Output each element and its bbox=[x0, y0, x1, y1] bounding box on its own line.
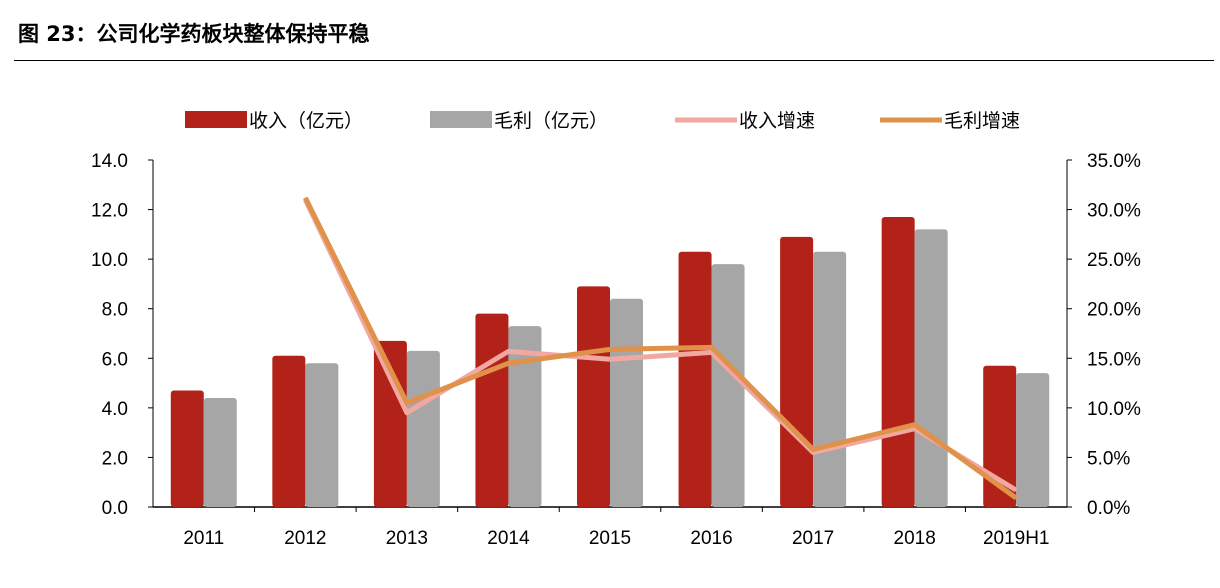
bar-gross-profit bbox=[813, 251, 847, 507]
legend-swatch bbox=[430, 111, 492, 128]
x-tick-label: 2016 bbox=[690, 528, 732, 549]
line-revenue-growth bbox=[303, 198, 1018, 493]
legend-label: 收入增速 bbox=[739, 110, 815, 132]
left-tick-label: 4.0 bbox=[102, 399, 128, 420]
left-tick-label: 0.0 bbox=[102, 498, 128, 519]
right-tick-label: 20.0% bbox=[1087, 300, 1141, 321]
left-tick-label: 6.0 bbox=[102, 349, 128, 370]
figure-title: 图 23：公司化学药板块整体保持平稳 bbox=[18, 22, 370, 46]
bar-revenue bbox=[475, 313, 509, 507]
left-tick-label: 10.0 bbox=[91, 250, 128, 271]
right-tick-label: 15.0% bbox=[1087, 349, 1141, 370]
bar-gross-profit bbox=[610, 298, 643, 507]
x-tick-label: 2012 bbox=[284, 528, 326, 549]
bar-revenue bbox=[983, 365, 1017, 507]
bar-gross-profit bbox=[203, 397, 237, 507]
legend-label: 毛利增速 bbox=[944, 110, 1020, 132]
right-tick-label: 5.0% bbox=[1087, 448, 1130, 469]
bar-revenue bbox=[780, 236, 814, 508]
bar-revenue bbox=[170, 390, 204, 507]
left-tick-label: 2.0 bbox=[102, 448, 128, 469]
left-tick-label: 12.0 bbox=[91, 201, 128, 222]
right-tick-label: 30.0% bbox=[1087, 201, 1141, 222]
left-tick-label: 8.0 bbox=[102, 300, 128, 321]
x-tick-label: 2017 bbox=[792, 528, 834, 549]
bar-revenue bbox=[272, 355, 306, 507]
bar-revenue bbox=[881, 217, 915, 507]
title-divider bbox=[14, 60, 1214, 61]
x-tick-label: 2018 bbox=[894, 528, 936, 549]
bar-gross-profit bbox=[1016, 373, 1050, 507]
bar-gross-profit bbox=[914, 229, 948, 507]
x-tick-label: 2011 bbox=[183, 528, 224, 549]
line-gross-profit-growth bbox=[303, 196, 1018, 501]
legend-label: 收入（亿元） bbox=[249, 110, 363, 132]
bar-gross-profit bbox=[711, 264, 745, 507]
legend-swatch bbox=[185, 111, 247, 128]
x-tick-label: 2015 bbox=[589, 528, 631, 549]
x-tick-label: 2014 bbox=[487, 528, 530, 549]
legend-label: 毛利（亿元） bbox=[494, 110, 608, 132]
left-tick-label: 14.0 bbox=[91, 151, 128, 172]
bar-revenue bbox=[678, 251, 712, 507]
right-tick-label: 10.0% bbox=[1087, 399, 1141, 420]
right-tick-label: 0.0% bbox=[1087, 498, 1130, 519]
right-tick-label: 35.0% bbox=[1087, 151, 1141, 172]
right-tick-label: 25.0% bbox=[1087, 250, 1141, 271]
bar-revenue bbox=[577, 286, 610, 507]
x-tick-label: 2019H1 bbox=[983, 528, 1050, 549]
x-tick-label: 2013 bbox=[386, 528, 428, 549]
bar-gross-profit bbox=[305, 363, 339, 507]
bar-gross-profit bbox=[406, 350, 440, 507]
bar-gross-profit bbox=[508, 326, 542, 507]
